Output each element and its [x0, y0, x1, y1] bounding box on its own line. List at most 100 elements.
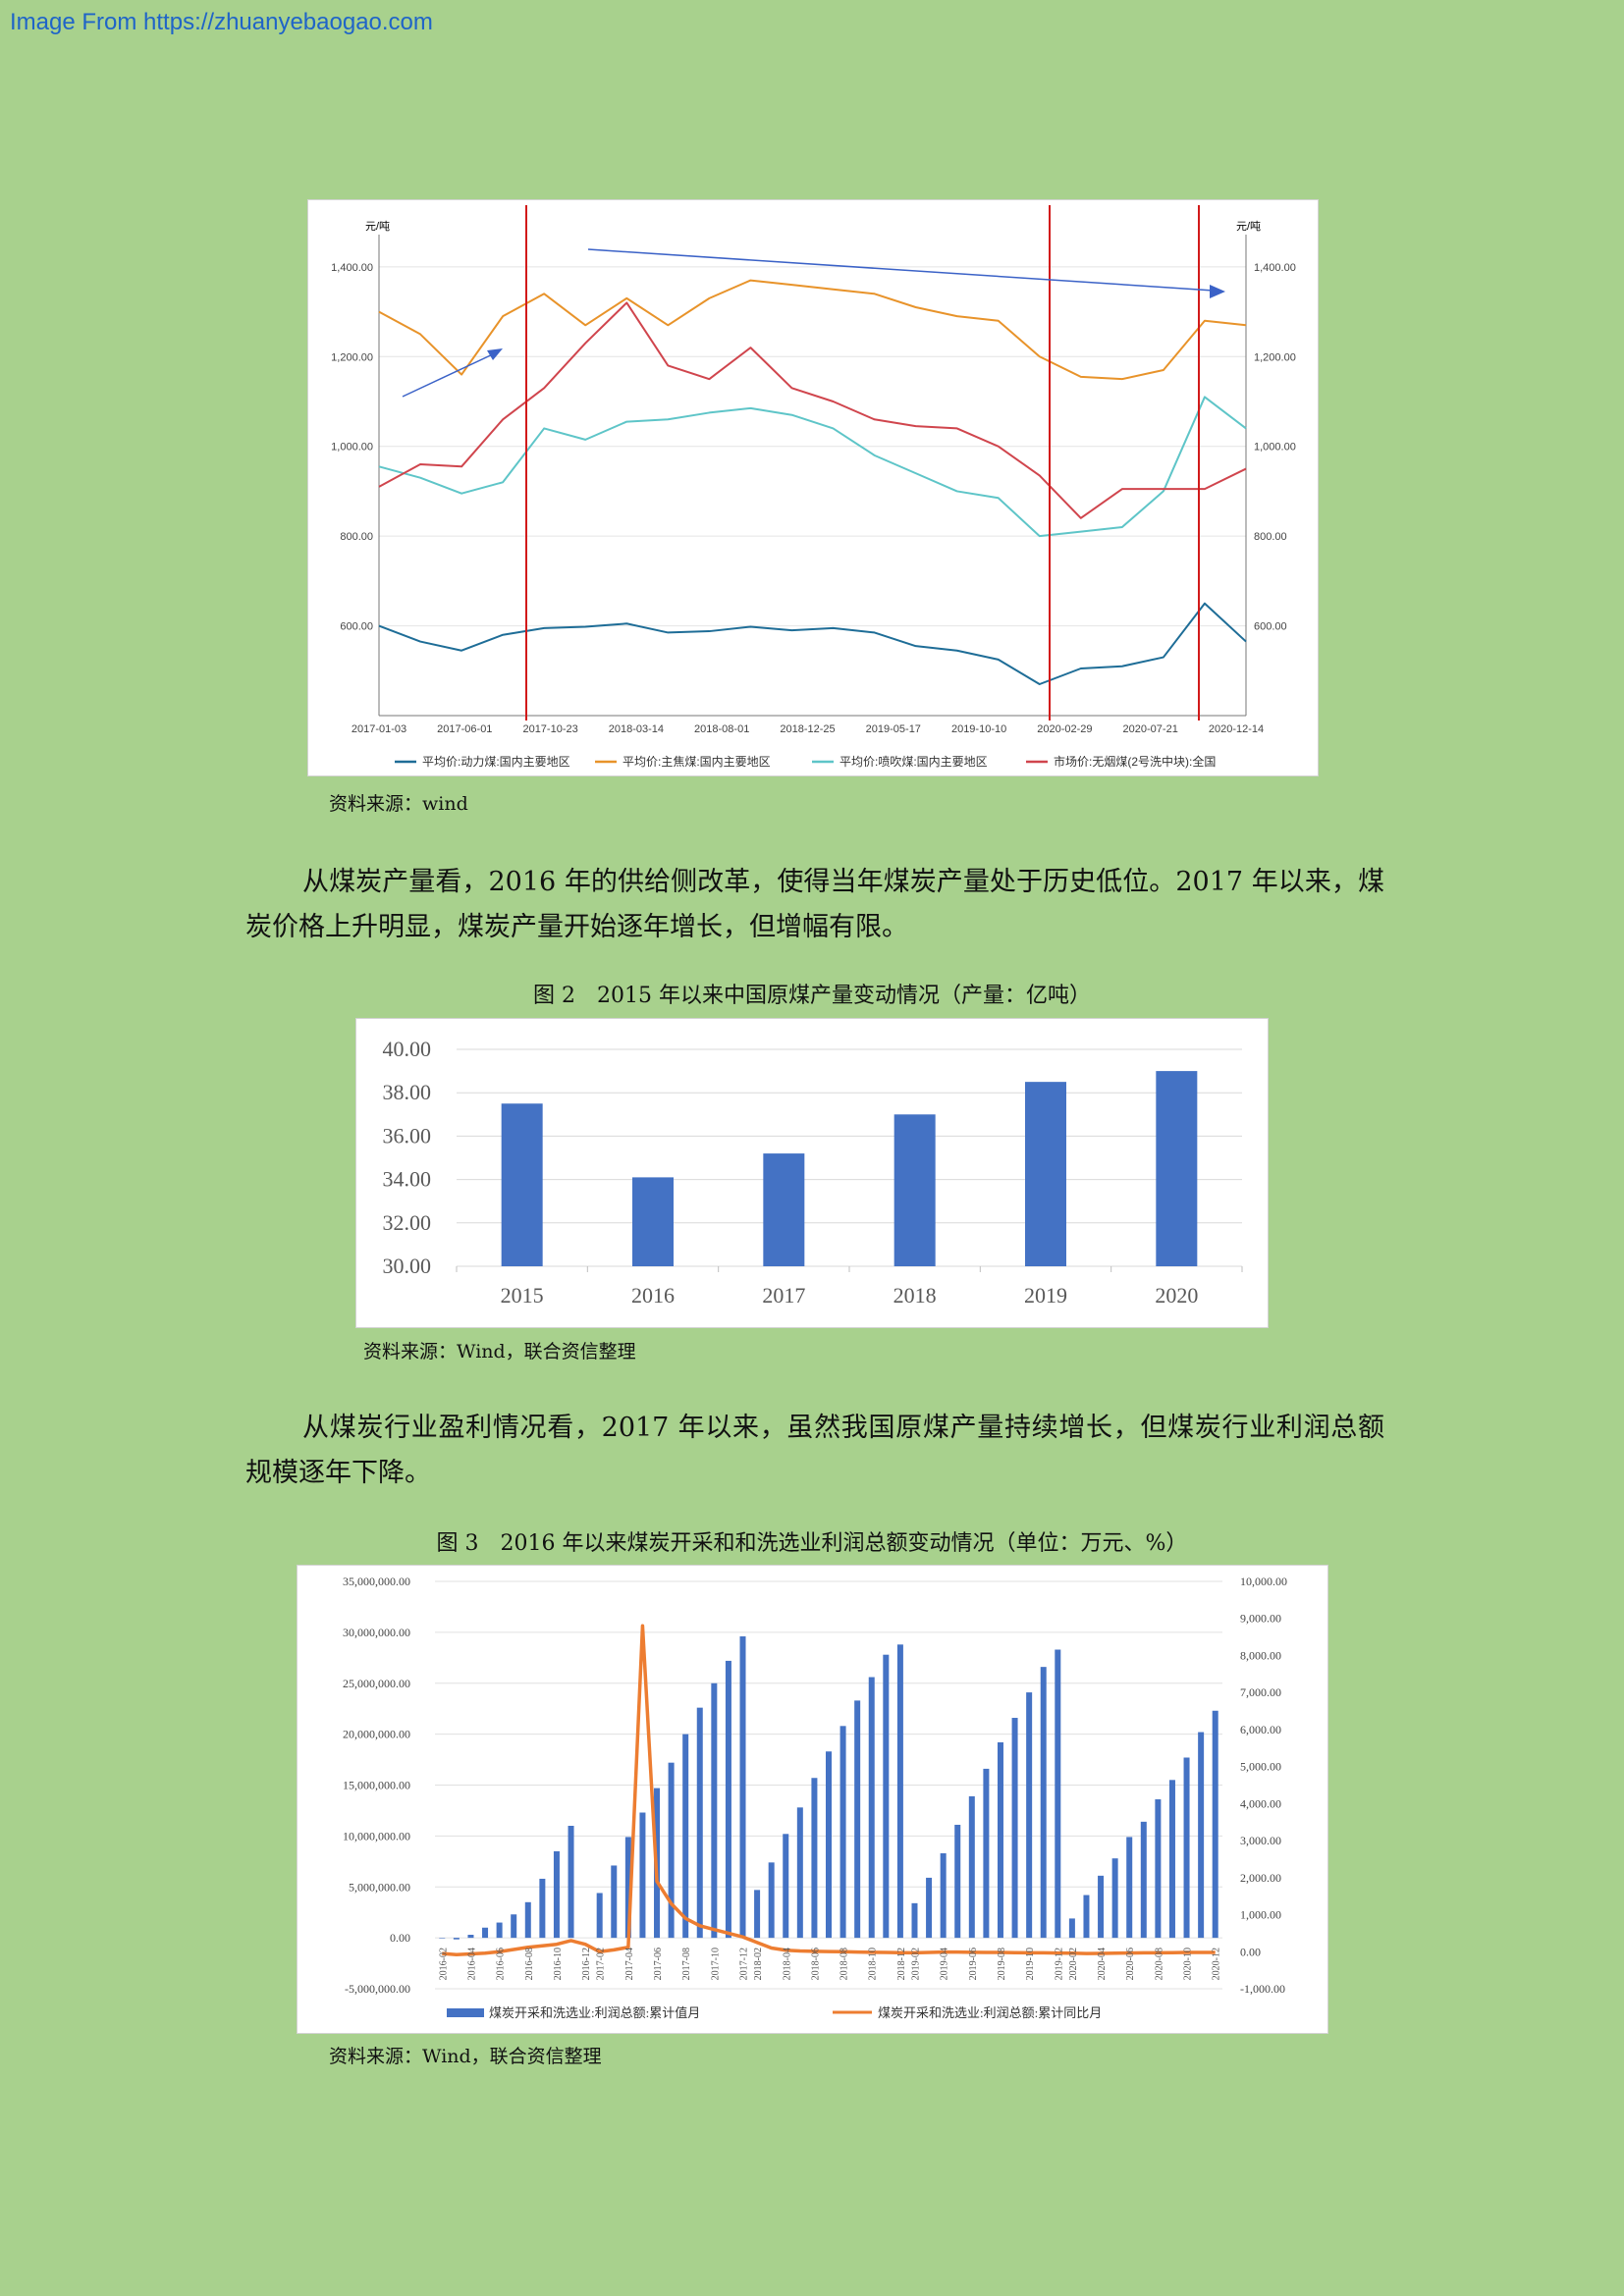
profit-bar-2016-03	[453, 1938, 460, 1940]
series-line	[378, 602, 1247, 685]
x-tick-label: 2016-12	[581, 1948, 592, 1980]
y-tick-label: 40.00	[383, 1037, 432, 1061]
x-tick-label: 2018-03-14	[609, 723, 664, 735]
profit-bar-2016-02	[439, 1938, 446, 1939]
profit-bar-2019-07	[983, 1768, 990, 1939]
trend-arrowhead-up	[487, 348, 503, 360]
left-unit-label: 元/吨	[365, 220, 390, 233]
legend-label: 平均价:动力煤:国内主要地区	[422, 755, 570, 769]
profit-combo-chart-svg: 35,000,000.00 30,000,000.00 25,000,000.00 2…	[343, 1575, 1287, 2020]
y-tick-label: 600.00	[340, 621, 373, 633]
x-tick-label: 2018-10	[868, 1948, 879, 1980]
x-tick-label: 2017-08	[681, 1948, 692, 1980]
x-tick-label: 2018-12-25	[780, 723, 835, 735]
y2-tick-label: -1,000.00	[1240, 1982, 1285, 1996]
y-tick-label: 15,000,000.00	[343, 1779, 410, 1792]
x-tick-label: 2019-06	[968, 1948, 979, 1980]
x-tick-label: 2018-08	[839, 1948, 850, 1980]
profit-bar-2019-12	[1055, 1649, 1061, 1939]
profit-bar-2017-11	[725, 1660, 731, 1939]
figure3-caption: 图 3 2016 年以来煤炭开采和和洗选业利润总额变动情况（单位：万元、%）	[436, 1531, 1188, 1556]
y2-tick-label: 1,400.00	[1254, 262, 1296, 274]
profit-bar-2018-05	[796, 1807, 803, 1939]
profit-bar-2017-12	[739, 1636, 746, 1939]
y2-tick-label: 9,000.00	[1240, 1612, 1281, 1626]
profit-bar-2020-06	[1126, 1837, 1133, 1939]
bar-2018	[893, 1114, 936, 1266]
profit-bar-2016-05	[482, 1927, 489, 1939]
figure2-source: 资料来源：Wind，联合资信整理	[363, 1341, 636, 1362]
profit-bar-2016-04	[467, 1935, 474, 1939]
y-tick-label: 35,000,000.00	[343, 1575, 410, 1588]
figure3-source: 资料来源：Wind，联合资信整理	[329, 2046, 602, 2067]
profit-bar-2016-10	[553, 1850, 560, 1939]
profit-bar-2018-03	[768, 1862, 775, 1939]
x-tick-label: 2019-05-17	[866, 723, 921, 735]
x-tick-label: 2020-02-29	[1037, 723, 1092, 735]
x-tick-label: 2016-08	[524, 1948, 535, 1980]
profit-bar-2018-04	[783, 1834, 789, 1939]
x-tick-label: 2018-08-01	[694, 723, 749, 735]
trend-arrow-down	[587, 248, 1215, 292]
watermark: Image From https://zhuanyebaogao.com	[10, 9, 433, 35]
series-line	[378, 279, 1247, 381]
x-tick-label: 2016-06	[496, 1948, 507, 1980]
profit-bar-2017-09	[696, 1707, 703, 1939]
x-tick-label: 2019-08	[997, 1948, 1007, 1980]
x-tick-label: 2017-04	[624, 1948, 635, 1980]
y-tick-label: 36.00	[383, 1123, 432, 1148]
profit-bar-2017-03	[611, 1865, 618, 1939]
y2-tick-label: 1,200.00	[1254, 351, 1296, 363]
y-tick-label: -5,000,000.00	[345, 1982, 410, 1996]
x-tick-label: 2020-02	[1068, 1948, 1079, 1980]
paragraph-production: 从煤炭产量看，2016 年的供给侧改革，使得当年煤炭产量处于历史低位。2017 …	[245, 867, 1384, 942]
profit-bar-2020-04	[1098, 1875, 1105, 1939]
right-unit-label: 元/吨	[1236, 220, 1261, 233]
x-tick-label: 2020-08	[1154, 1948, 1164, 1980]
x-tick-label: 2020-10	[1183, 1948, 1194, 1980]
x-tick-label: 2020-07-21	[1123, 723, 1178, 735]
x-tick-label: 2019-10-10	[951, 723, 1006, 735]
bar-2015	[501, 1103, 543, 1266]
x-tick-label: 2017	[762, 1283, 805, 1308]
profit-bar-2019-04	[940, 1853, 947, 1939]
figure1-source: 资料来源：wind	[329, 793, 468, 815]
y2-tick-label: 3,000.00	[1240, 1834, 1281, 1847]
y2-tick-label: 10,000.00	[1240, 1575, 1287, 1588]
profit-bar-2017-04	[624, 1837, 631, 1939]
profit-bar-2016-08	[524, 1901, 531, 1939]
x-tick-label: 2018-04	[782, 1948, 792, 1980]
profit-bar-2018-11	[883, 1654, 890, 1939]
output-bar-chart: 40.00 38.00 36.00 34.00 32.00 30.00 2015 2016 20…	[355, 1018, 1269, 1328]
profit-bar-2016-11	[568, 1826, 574, 1939]
profit-bar-2016-09	[539, 1878, 546, 1939]
profit-bar-2020-02	[1068, 1918, 1075, 1939]
y-tick-label: 5,000,000.00	[349, 1880, 410, 1894]
x-tick-label: 2018	[893, 1283, 937, 1308]
profit-bar-2019-02	[911, 1902, 918, 1939]
y2-tick-label: 0.00	[1240, 1945, 1261, 1958]
y2-tick-label: 6,000.00	[1240, 1723, 1281, 1736]
profit-bar-2020-12	[1212, 1710, 1218, 1939]
profit-bar-2019-09	[1011, 1718, 1018, 1939]
profit-bar-2019-11	[1040, 1667, 1047, 1939]
x-tick-label: 2019	[1024, 1283, 1067, 1308]
y-tick-label: 1,200.00	[331, 351, 373, 363]
x-tick-label: 2020-06	[1125, 1948, 1136, 1980]
x-tick-label: 2017-06	[653, 1948, 664, 1980]
bar-2020	[1156, 1071, 1198, 1266]
y-tick-label: 25,000,000.00	[343, 1677, 410, 1690]
series-line	[378, 301, 1247, 519]
y2-tick-label: 1,000.00	[1240, 1908, 1281, 1922]
y2-tick-label: 4,000.00	[1240, 1796, 1281, 1810]
price-line-chart: 元/吨 元/吨 1,400.00 1,400.00 1,200.00 1,200.00 1,…	[307, 199, 1319, 776]
series-line	[378, 396, 1247, 538]
profit-bar-2018-07	[826, 1751, 832, 1939]
trend-arrowhead-down	[1210, 285, 1225, 298]
x-tick-label: 2016-04	[466, 1948, 477, 1980]
x-tick-label: 2019-12	[1054, 1948, 1064, 1980]
x-tick-label: 2017-01-03	[352, 723, 406, 735]
y-tick-label: 32.00	[383, 1210, 432, 1235]
profit-bar-2018-12	[896, 1644, 903, 1939]
x-tick-label: 2019-04	[940, 1948, 950, 1980]
